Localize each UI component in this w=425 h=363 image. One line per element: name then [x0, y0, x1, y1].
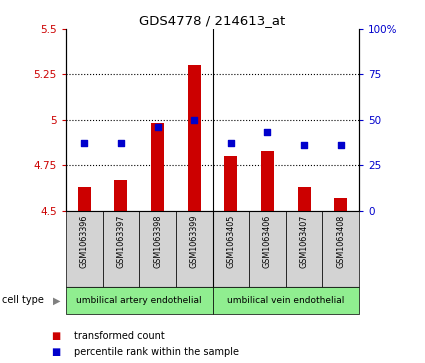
Text: GSM1063405: GSM1063405 [227, 214, 235, 268]
Point [264, 130, 271, 135]
Bar [102, 211, 139, 287]
Text: ■: ■ [51, 347, 60, 357]
Bar [323, 211, 359, 287]
Point [191, 117, 198, 123]
Text: umbilical vein endothelial: umbilical vein endothelial [227, 296, 345, 305]
Point [117, 140, 124, 146]
Bar [78, 187, 91, 211]
Bar [151, 123, 164, 211]
Point [227, 140, 234, 146]
Text: GSM1063398: GSM1063398 [153, 214, 162, 268]
Text: cell type: cell type [2, 295, 44, 305]
Text: percentile rank within the sample: percentile rank within the sample [74, 347, 239, 357]
Point [337, 142, 344, 148]
Point [81, 140, 88, 146]
Text: ▶: ▶ [53, 295, 61, 305]
Bar [114, 180, 127, 211]
Bar [66, 211, 102, 287]
Text: GSM1063408: GSM1063408 [336, 214, 345, 268]
Text: GSM1063397: GSM1063397 [116, 214, 125, 268]
Bar [139, 211, 176, 287]
Text: GSM1063396: GSM1063396 [80, 214, 89, 268]
Bar [188, 65, 201, 211]
Bar [212, 287, 359, 314]
Bar [224, 156, 237, 211]
Text: GSM1063406: GSM1063406 [263, 214, 272, 268]
Bar [66, 287, 212, 314]
Bar [212, 211, 249, 287]
Text: transformed count: transformed count [74, 331, 165, 341]
Text: umbilical artery endothelial: umbilical artery endothelial [76, 296, 202, 305]
Bar [261, 151, 274, 211]
Bar [286, 211, 323, 287]
Bar [334, 198, 347, 211]
Text: GDS4778 / 214613_at: GDS4778 / 214613_at [139, 15, 286, 28]
Text: GSM1063407: GSM1063407 [300, 214, 309, 268]
Text: ■: ■ [51, 331, 60, 341]
Point [301, 142, 308, 148]
Bar [249, 211, 286, 287]
Bar [298, 187, 311, 211]
Bar [176, 211, 212, 287]
Text: GSM1063399: GSM1063399 [190, 214, 198, 268]
Point [154, 124, 161, 130]
